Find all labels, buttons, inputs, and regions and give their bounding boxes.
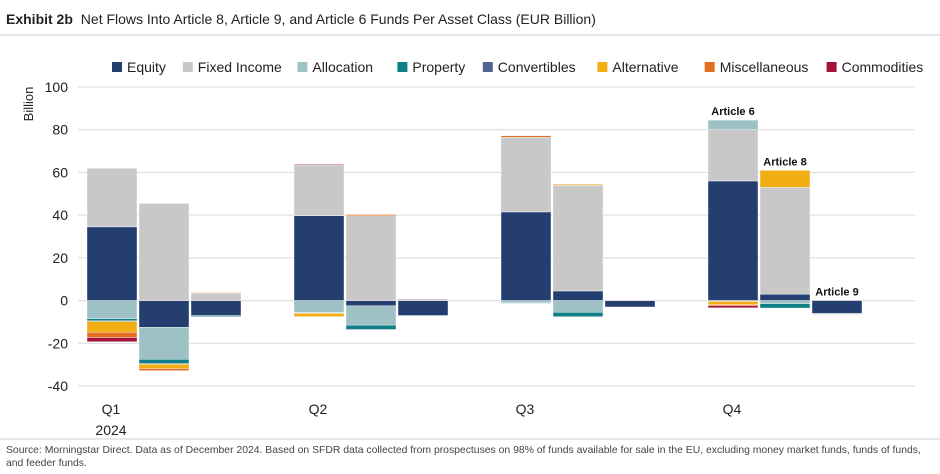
legend-swatch-convertibles bbox=[482, 62, 493, 72]
legend-label-allocation: Allocation bbox=[312, 59, 373, 75]
annotation-article-9: Article 9 bbox=[815, 287, 858, 299]
y-tick-label: -20 bbox=[48, 335, 68, 351]
y-axis-label: Billion bbox=[21, 87, 36, 122]
legend-swatch-miscellaneous bbox=[704, 62, 715, 72]
chart-title: Exhibit 2b Net Flows Into Article 8, Art… bbox=[6, 11, 596, 27]
bar-q3-article-9-fixed-income bbox=[552, 185, 604, 292]
bar-q4-article-9-property bbox=[759, 303, 811, 309]
bar-q1-article-6-alternative bbox=[190, 292, 242, 294]
legend-label-convertibles: Convertibles bbox=[498, 59, 576, 75]
bar-q3-article-9-convertibles bbox=[552, 316, 604, 318]
bar-q1-article-8-allocation bbox=[86, 300, 138, 319]
bar-q4-article-8-alternative bbox=[707, 301, 759, 305]
bar-q2-article-8-alternative bbox=[293, 313, 345, 317]
legend-label-commodities: Commodities bbox=[842, 59, 924, 75]
bar-q4-article-6-equity bbox=[811, 300, 863, 314]
bar-q4-article-9-allocation bbox=[759, 300, 811, 304]
bar-q4-article-9-fixed-income bbox=[759, 187, 811, 295]
bar-q4-article-8-allocation bbox=[707, 119, 759, 130]
y-tick-label: 80 bbox=[52, 122, 68, 138]
bar-q3-article-8-equity bbox=[500, 211, 552, 301]
bar-q4-article-8-commodities bbox=[707, 305, 759, 309]
x-tick-sublabel: 2024 bbox=[95, 422, 126, 438]
bars bbox=[86, 119, 863, 371]
y-tick-label: 40 bbox=[52, 207, 68, 223]
bar-q1-article-8-equity bbox=[86, 226, 138, 301]
exhibit-label: Exhibit 2b bbox=[6, 11, 73, 27]
bar-q2-article-9-convertibles bbox=[345, 329, 397, 331]
bar-q2-article-9-allocation bbox=[345, 305, 397, 326]
bar-q1-article-6-equity bbox=[190, 300, 242, 316]
source-note: Source: Morningstar Direct. Data as of D… bbox=[6, 445, 921, 469]
bar-q3-article-9-alternative bbox=[552, 183, 604, 186]
legend-swatch-property bbox=[397, 62, 408, 72]
bar-q3-article-8-miscellaneous bbox=[500, 135, 552, 138]
bar-q2-article-6-equity bbox=[397, 300, 449, 316]
bar-q4-article-8-equity bbox=[707, 180, 759, 301]
bar-q2-article-9-miscellaneous bbox=[345, 214, 397, 216]
bar-q2-article-8-allocation bbox=[293, 300, 345, 313]
bar-q1-article-9-fixed-income bbox=[138, 203, 190, 301]
bar-q1-article-6-fixed-income bbox=[190, 292, 242, 301]
bar-q2-article-8-fixed-income bbox=[293, 164, 345, 216]
bar-q1-article-8-commodities bbox=[86, 337, 138, 342]
grid: -40 -20 0 20 40 60 80 100 bbox=[45, 79, 915, 394]
bar-q4-article-6-allocation bbox=[811, 313, 863, 315]
annotation-article-8: Article 8 bbox=[763, 156, 806, 168]
bar-q1-article-9-property bbox=[138, 359, 190, 364]
y-tick-label: 20 bbox=[52, 250, 68, 266]
legend-swatch-alternative bbox=[597, 62, 608, 72]
bar-q3-article-6-fixed-income bbox=[604, 299, 656, 301]
bar-q1-article-8-alternative bbox=[86, 321, 138, 333]
labels: Q1 2024 Q2 Q3 Q4 Article 6 Article 8 Article 9 bbox=[95, 106, 858, 438]
x-tick-label-q2: Q2 bbox=[309, 401, 328, 417]
y-tick-label: 60 bbox=[52, 164, 68, 180]
bar-q1-article-8-miscellaneous bbox=[86, 331, 138, 338]
legend-swatch-equity bbox=[112, 62, 122, 72]
legend-swatch-allocation bbox=[297, 62, 308, 72]
bar-q2-article-9-property bbox=[345, 324, 397, 330]
bar-q3-article-9-equity bbox=[552, 290, 604, 301]
y-tick-label: 0 bbox=[60, 293, 68, 309]
bar-q2-article-9-fixed-income bbox=[345, 215, 397, 301]
bar-q1-article-8-fixed-income bbox=[86, 167, 138, 228]
legend-swatch-commodities bbox=[826, 62, 837, 72]
bar-q4-article-9-equity bbox=[759, 293, 811, 301]
y-tick-label: 100 bbox=[45, 79, 69, 95]
bar-q1-article-9-miscellaneous bbox=[138, 368, 190, 371]
bar-q3-article-8-convertibles bbox=[500, 303, 552, 305]
bar-q4-article-8-fixed-income bbox=[707, 129, 759, 182]
bar-q4-article-9-alternative bbox=[759, 170, 811, 188]
legend: Equity Fixed Income Allocation Property Conv… bbox=[112, 59, 923, 75]
bar-q1-article-9-alternative bbox=[138, 364, 190, 369]
bar-q3-article-6-equity bbox=[604, 300, 656, 308]
legend-swatch-fixed-income bbox=[182, 62, 193, 72]
bar-q2-article-8-commodities bbox=[293, 163, 345, 166]
bar-q3-article-9-property bbox=[552, 312, 604, 317]
bar-q1-article-9-allocation bbox=[138, 327, 190, 360]
bar-q2-article-8-equity bbox=[293, 215, 345, 301]
bar-q3-article-8-fixed-income bbox=[500, 136, 552, 213]
legend-label-equity: Equity bbox=[127, 59, 166, 75]
bar-q1-article-9-equity bbox=[138, 300, 190, 328]
bar-q2-article-9-equity bbox=[345, 300, 397, 307]
legend-label-alternative: Alternative bbox=[612, 59, 678, 75]
bar-q1-article-6-property bbox=[190, 315, 242, 317]
bar-q1-article-8-property bbox=[86, 318, 138, 322]
title-text: Net Flows Into Article 8, Article 9, and… bbox=[81, 11, 596, 27]
bar-q3-article-8-allocation bbox=[500, 300, 552, 303]
x-tick-label-q1: Q1 bbox=[102, 401, 121, 417]
y-tick-label: -40 bbox=[48, 378, 68, 394]
x-tick-label-q4: Q4 bbox=[723, 401, 742, 417]
annotation-article-6: Article 6 bbox=[711, 106, 754, 118]
x-tick-label-q3: Q3 bbox=[516, 401, 535, 417]
legend-label-fixed-income: Fixed Income bbox=[198, 59, 282, 75]
bar-q2-article-6-fixed-income bbox=[397, 298, 449, 301]
bar-q3-article-9-allocation bbox=[552, 300, 604, 313]
legend-label-miscellaneous: Miscellaneous bbox=[720, 59, 809, 75]
legend-label-property: Property bbox=[412, 59, 465, 75]
